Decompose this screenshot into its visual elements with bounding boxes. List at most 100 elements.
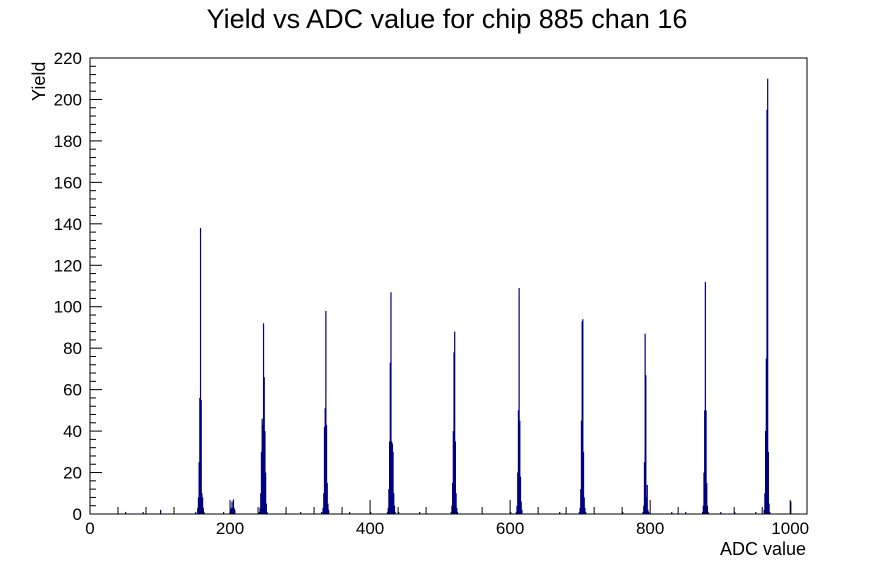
histogram-bin bbox=[450, 511, 452, 514]
histogram-bin bbox=[515, 511, 517, 514]
chart-title: Yield vs ADC value for chip 885 chan 16 bbox=[207, 4, 688, 34]
histogram-bin bbox=[582, 451, 585, 514]
histogram-bin bbox=[393, 493, 395, 514]
histogram-bin bbox=[685, 511, 687, 514]
histogram-bin bbox=[643, 505, 645, 514]
histogram-bin bbox=[202, 507, 204, 514]
histogram-bin bbox=[519, 420, 521, 514]
histogram-bin bbox=[706, 482, 708, 514]
histogram-bin bbox=[706, 505, 709, 514]
histogram-bin bbox=[197, 497, 200, 514]
histogram-bin bbox=[645, 497, 648, 514]
histogram-bin bbox=[767, 451, 769, 514]
histogram-bin bbox=[585, 511, 587, 514]
histogram-bin bbox=[323, 493, 325, 514]
histogram-bin bbox=[263, 377, 265, 514]
histogram-bin bbox=[349, 511, 351, 514]
histogram-bin bbox=[197, 507, 199, 514]
histogram-bin bbox=[703, 472, 705, 514]
histogram-bin bbox=[324, 408, 326, 514]
histogram-bin bbox=[230, 507, 232, 514]
histogram-bin bbox=[766, 109, 768, 514]
histogram-bin bbox=[232, 499, 235, 514]
y-tick-label: 40 bbox=[63, 422, 82, 441]
histogram-bin bbox=[768, 503, 770, 514]
histogram-bin bbox=[261, 418, 263, 514]
histogram-bin bbox=[266, 511, 268, 514]
histogram-bin bbox=[704, 281, 706, 514]
histogram-bin bbox=[393, 505, 396, 514]
histogram-bin bbox=[325, 310, 327, 514]
histogram-bin bbox=[258, 511, 260, 514]
axes: 0 20 40 60 80 100 120 140 160 180 200 220 0 200 400 600… bbox=[54, 49, 809, 538]
x-tick-label: 600 bbox=[496, 519, 524, 538]
histogram-bin bbox=[764, 431, 767, 514]
histogram-bin bbox=[327, 503, 329, 514]
y-tick-label: 220 bbox=[54, 49, 82, 68]
histogram-bin bbox=[390, 292, 392, 514]
histogram-bin bbox=[790, 501, 792, 514]
histogram-bin bbox=[767, 78, 769, 514]
histogram-bin bbox=[581, 321, 583, 514]
y-tick-label: 80 bbox=[63, 339, 82, 358]
histogram-bin bbox=[510, 511, 512, 514]
histogram-bin bbox=[262, 323, 265, 514]
histogram-bin bbox=[199, 397, 201, 514]
x-tick-label: 1000 bbox=[771, 519, 809, 538]
histogram-bin bbox=[265, 503, 267, 514]
histogram-bin bbox=[388, 489, 390, 514]
y-tick-label: 0 bbox=[73, 505, 82, 524]
y-tick-label: 180 bbox=[54, 132, 82, 151]
histogram-bin bbox=[203, 511, 205, 514]
histogram-bin bbox=[517, 472, 519, 514]
histogram-bin bbox=[453, 352, 455, 514]
histogram-bin bbox=[394, 511, 396, 514]
histogram-bin bbox=[707, 511, 709, 514]
histogram-bin bbox=[198, 462, 200, 514]
histogram-bin bbox=[580, 489, 582, 514]
x-tick-label: 400 bbox=[356, 519, 384, 538]
histogram-bin bbox=[517, 410, 520, 514]
histogram-bin bbox=[769, 511, 771, 514]
histogram-bin bbox=[643, 462, 646, 514]
histogram-bin bbox=[260, 493, 262, 514]
y-tick-label: 60 bbox=[63, 381, 82, 400]
histogram-bin bbox=[232, 507, 234, 514]
histogram-bin bbox=[264, 431, 266, 514]
histogram-bin bbox=[195, 511, 197, 514]
histogram-bin bbox=[391, 443, 393, 514]
histogram-bin bbox=[419, 511, 421, 514]
plot-frame bbox=[89, 57, 808, 515]
histogram-bin bbox=[262, 424, 264, 514]
y-tick-label: 160 bbox=[54, 173, 82, 192]
histogram-bin bbox=[646, 484, 648, 514]
histogram-bin bbox=[521, 509, 523, 514]
histogram-bin bbox=[325, 424, 328, 514]
histogram-bin bbox=[559, 511, 561, 514]
plot-area bbox=[125, 78, 792, 514]
histogram-bin bbox=[125, 511, 127, 514]
x-tick-label: 0 bbox=[85, 519, 94, 538]
histogram-bin bbox=[454, 331, 456, 514]
x-tick-label: 200 bbox=[216, 519, 244, 538]
histogram-bin bbox=[764, 493, 766, 514]
histogram-bin bbox=[705, 410, 707, 514]
histogram-bin bbox=[223, 511, 225, 514]
histogram-bin bbox=[456, 511, 459, 514]
histogram-bin bbox=[142, 511, 144, 514]
histogram-bin bbox=[370, 511, 372, 514]
histogram-bin bbox=[701, 511, 704, 514]
histogram-bin bbox=[520, 501, 522, 514]
histogram-bin bbox=[265, 472, 267, 514]
histogram-bin bbox=[233, 507, 235, 514]
y-tick-label: 140 bbox=[54, 215, 82, 234]
histogram-bin bbox=[720, 511, 722, 514]
histogram-bin bbox=[388, 441, 391, 514]
histogram-bin bbox=[579, 507, 581, 514]
histogram-bin bbox=[647, 509, 649, 514]
histogram-bin bbox=[386, 511, 389, 514]
histogram-bin bbox=[231, 501, 233, 514]
histogram-bin bbox=[622, 511, 624, 514]
